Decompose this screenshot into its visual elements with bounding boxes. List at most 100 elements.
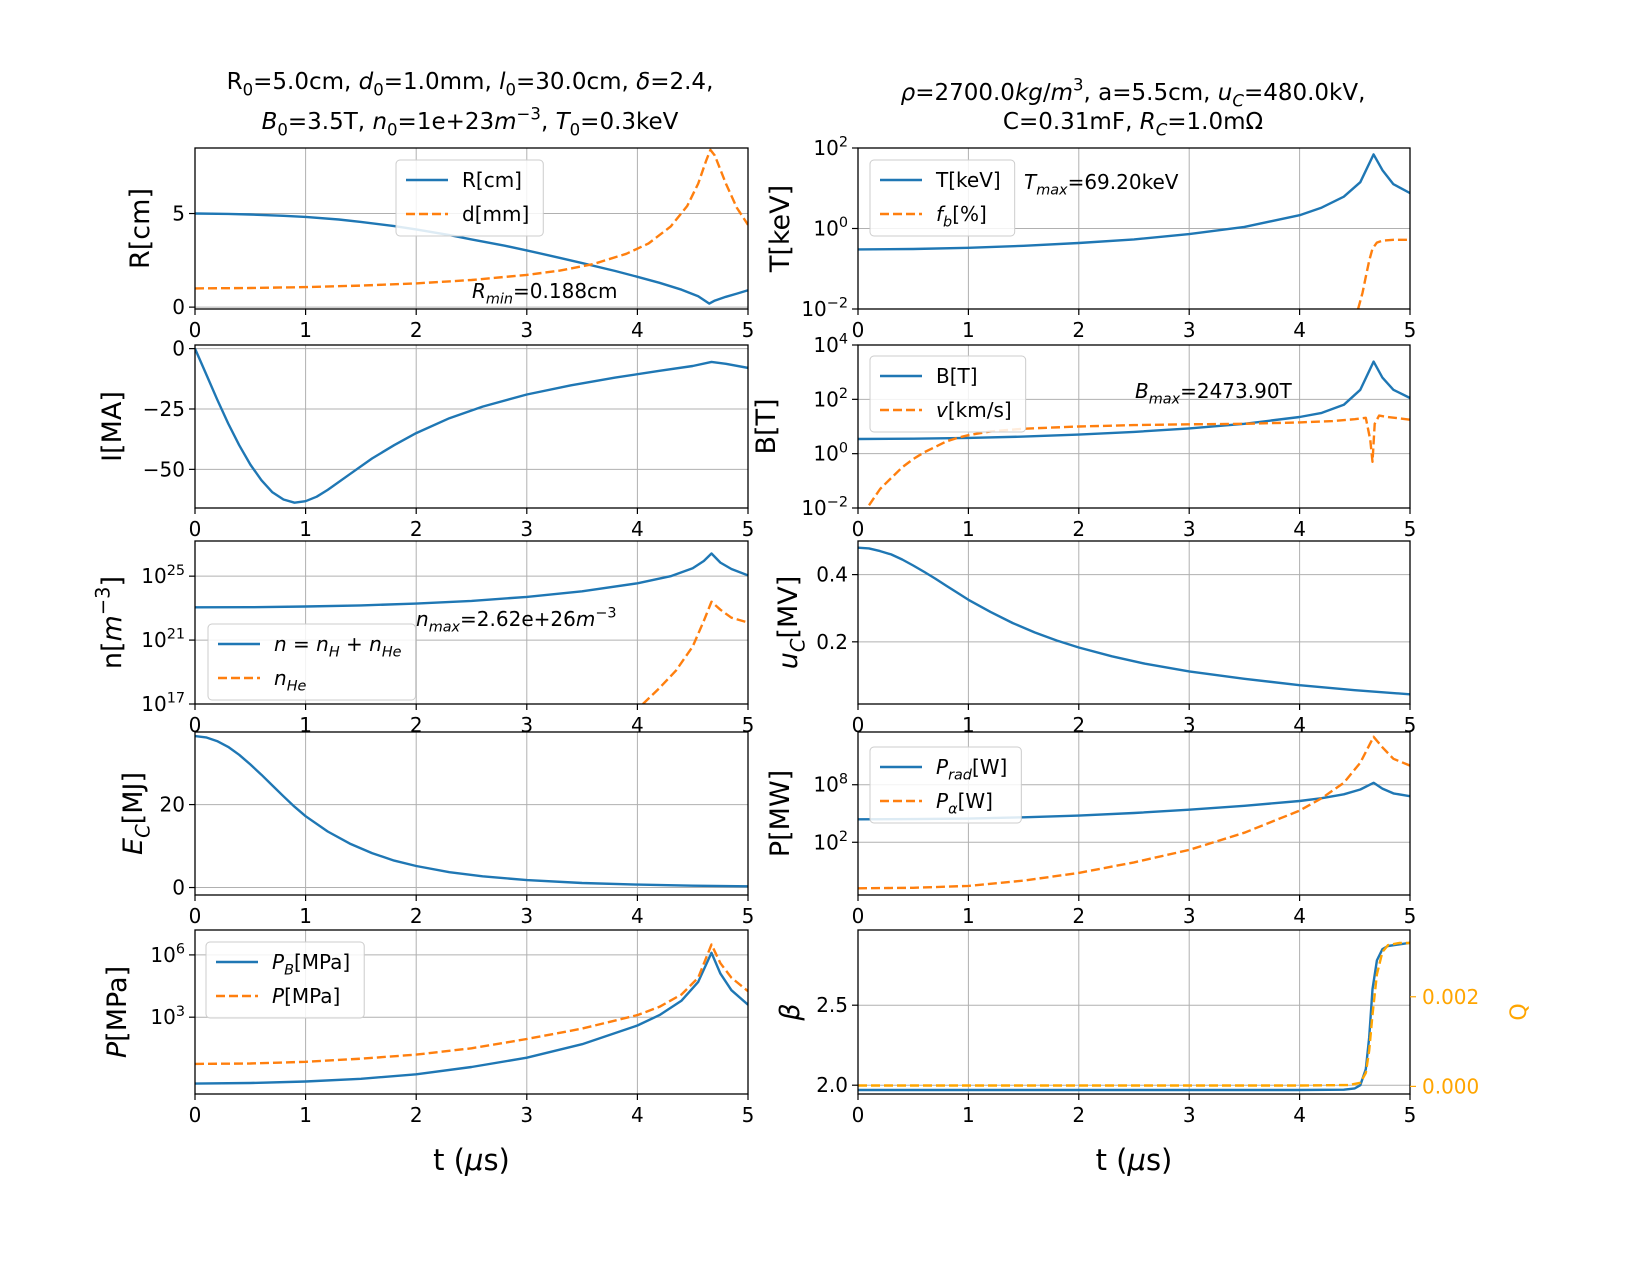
series-line-p3-1 (195, 552, 748, 609)
grid-p10 (857, 930, 1411, 1094)
y-axis-label: n[m−3] (92, 576, 128, 669)
legend-label: B[T] (936, 364, 978, 388)
y-tick-label: 102 (813, 135, 848, 160)
x-tick-label: 2 (410, 713, 423, 737)
x-tick-label: 0 (189, 713, 202, 737)
x-tick-label: 5 (1404, 517, 1417, 541)
y-tick-label: 0 (172, 876, 185, 900)
x-tick-label: 0 (189, 318, 202, 342)
grid-p8 (857, 541, 1411, 704)
annotation-p3: nmax=2.62e+26m−3 (416, 606, 617, 636)
y-tick-label: 1025 (141, 563, 185, 588)
series-line-p3-2 (642, 600, 748, 704)
panel-p7: 0 1 2 3 4 5 10−2 100 102 104 B[T] Bmax=2473.90T B[T]… (751, 332, 1416, 541)
x-tick-label: 3 (520, 517, 533, 541)
x-tick-label: 5 (1404, 1103, 1417, 1127)
y-tick-label: 1017 (141, 691, 185, 716)
x-axis-label: t (μs) (433, 1143, 510, 1177)
y-tick-label: 100 (813, 440, 848, 465)
y-tick-label: 2.0 (816, 1073, 848, 1097)
axes-frame (194, 147, 749, 310)
x-tick-label: 3 (1183, 1103, 1196, 1127)
y-axis-label: P[MPa] (102, 966, 133, 1058)
x-tick-label: 4 (1293, 713, 1306, 737)
x-tick-label: 2 (1072, 904, 1085, 928)
panel-p3: 0 1 2 3 4 5 1017 1021 1025 n[m−3] nmax=2.62e+26m−3… (92, 540, 755, 737)
y-tick-label: 5 (172, 202, 185, 226)
x-tick-label: 3 (1183, 904, 1196, 928)
legend-p3: n = nH + nHe nHe (207, 623, 417, 701)
series-line-p10-1 (858, 941, 1410, 1092)
axes-frame (194, 731, 749, 896)
series-line-p6-1 (858, 153, 1410, 251)
x-tick-label: 5 (742, 713, 755, 737)
series-line-p7-2 (868, 414, 1410, 506)
x-tick-label: 0 (852, 1103, 865, 1127)
x-tick-label: 1 (962, 517, 975, 541)
x-tick-label: 1 (299, 1103, 312, 1127)
x-tick-label: 3 (520, 904, 533, 928)
x-tick-label: 2 (410, 1103, 423, 1127)
y-axis-label: R[cm] (125, 188, 156, 269)
series-line-p8-1 (858, 546, 1410, 696)
x-tick-label: 4 (1293, 904, 1306, 928)
x-tick-label: 5 (742, 1103, 755, 1127)
panels: 0 1 2 3 4 5 0 5 R[cm] Rmin=0.188cm R[cm] d[mm] 0 1 2 3 4… (92, 135, 1532, 1177)
x-tick-label: 0 (189, 517, 202, 541)
y-axis-label: β (775, 1003, 806, 1021)
x-tick-label: 3 (520, 1103, 533, 1127)
legend-label: fb[%] (936, 202, 987, 231)
x-tick-label: 3 (1183, 517, 1196, 541)
y-tick-label: 0 (172, 337, 185, 361)
legend-label: R[cm] (462, 168, 522, 192)
twin-y-tick-label: 0.000 (1422, 1074, 1479, 1098)
series-line-p5-2 (195, 943, 748, 1066)
legend-p9: Prad[W] Pα[W] (869, 746, 1022, 824)
y-tick-label: 2.5 (816, 993, 848, 1017)
series-line-p9-2 (858, 735, 1410, 890)
axes-frame (857, 731, 1411, 896)
x-tick-label: 1 (962, 713, 975, 737)
y-tick-label: 20 (160, 793, 185, 817)
y-tick-label: 0.4 (816, 563, 848, 587)
y-axis-label: B[T] (751, 398, 782, 454)
legend-label: PB[MPa] (272, 950, 350, 979)
twin-y-tick-label: 0.002 (1422, 985, 1479, 1009)
panel-p1: 0 1 2 3 4 5 0 5 R[cm] Rmin=0.188cm R[cm] d[mm] (125, 147, 755, 342)
x-tick-label: 2 (410, 517, 423, 541)
x-tick-label: 4 (1293, 517, 1306, 541)
axes-frame (194, 344, 749, 509)
x-tick-label: 5 (1404, 318, 1417, 342)
x-tick-label: 4 (631, 1103, 644, 1127)
x-tick-label: 2 (410, 904, 423, 928)
x-tick-label: 1 (962, 1103, 975, 1127)
legend-p5: PB[MPa] P[MPa] (205, 941, 365, 1019)
x-tick-label: 4 (631, 904, 644, 928)
x-tick-label: 4 (631, 318, 644, 342)
x-tick-label: 1 (299, 517, 312, 541)
x-tick-label: 4 (1293, 318, 1306, 342)
y-axis-label: I[MA] (97, 391, 128, 462)
x-tick-label: 5 (742, 517, 755, 541)
y-tick-label: 0.2 (816, 630, 848, 654)
annotation-p6: Tmax=69.20keV (1024, 170, 1179, 199)
x-tick-label: 5 (1404, 904, 1417, 928)
legend-label: Pα[W] (936, 789, 993, 818)
legend-p1: R[cm] d[mm] (395, 159, 544, 237)
y-axis-label: EC[MJ] (118, 772, 155, 855)
x-tick-label: 1 (962, 904, 975, 928)
x-tick-label: 0 (852, 318, 865, 342)
x-tick-label: 0 (852, 713, 865, 737)
legend-label: T[keV] (935, 168, 1001, 192)
series-line-p1-2 (195, 148, 748, 290)
x-tick-label: 5 (742, 318, 755, 342)
x-tick-label: 4 (1293, 1103, 1306, 1127)
x-tick-label: 2 (1072, 318, 1085, 342)
x-tick-label: 0 (852, 904, 865, 928)
x-tick-label: 1 (299, 713, 312, 737)
x-tick-label: 3 (1183, 713, 1196, 737)
series-line-p10-2 (858, 941, 1410, 1087)
series-line-p6-2 (1356, 238, 1410, 309)
annotation-p7: Bmax=2473.90T (1135, 379, 1293, 408)
panel-p2: 0 1 2 3 4 5 0 −25 −50 I[MA] (97, 337, 754, 541)
